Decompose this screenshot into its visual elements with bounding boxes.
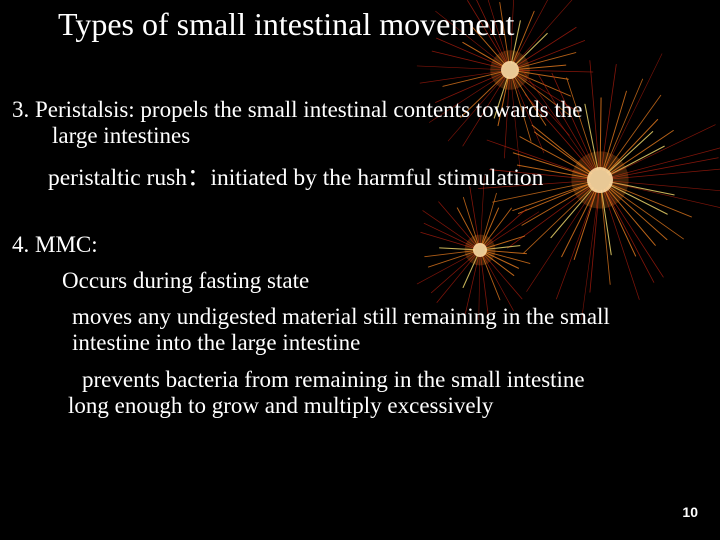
item-4-heading: 4. MMC: xyxy=(12,232,700,258)
item-4-line2: moves any undigested material still rema… xyxy=(12,294,700,357)
item-4-line3-first: prevents bacteria from remaining in the … xyxy=(68,367,585,392)
slide: Types of small intestinal movement 3. Pe… xyxy=(0,0,720,540)
item-3-text: 3. Peristalsis: propels the small intest… xyxy=(12,97,700,150)
page-number: 10 xyxy=(682,504,698,520)
item-4-line3-rest: long enough to grow and multiply excessi… xyxy=(68,393,493,418)
item-4-line3: prevents bacteria from remaining in the … xyxy=(12,357,700,420)
item-3-line1: 3. Peristalsis: propels the small intest… xyxy=(12,97,582,122)
item-3-block: 3. Peristalsis: propels the small intest… xyxy=(0,43,720,192)
slide-title: Types of small intestinal movement xyxy=(0,0,720,43)
item-3-line1-cont: large intestines xyxy=(12,123,700,149)
slide-content: Types of small intestinal movement 3. Pe… xyxy=(0,0,720,420)
item-4-line1: Occurs during fasting state xyxy=(12,258,700,294)
item-3-line2: peristaltic rush：initiated by the harmfu… xyxy=(12,150,700,192)
item-4-block: 4. MMC: Occurs during fasting state move… xyxy=(0,192,720,420)
